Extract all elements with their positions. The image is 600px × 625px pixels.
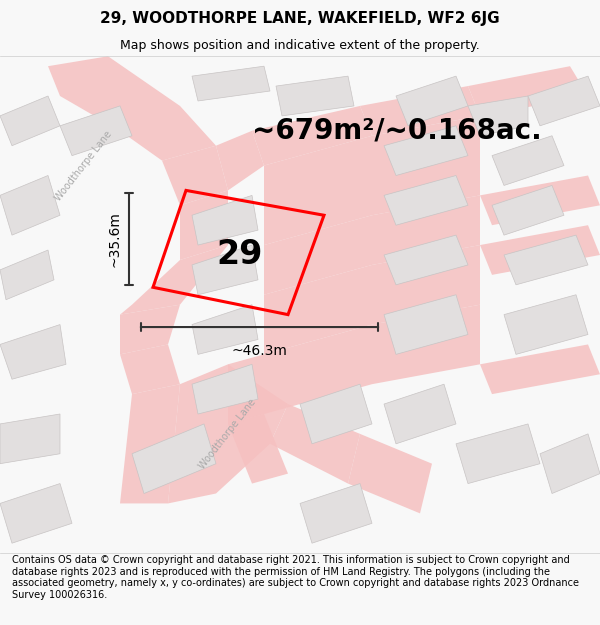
Polygon shape <box>540 434 600 494</box>
Polygon shape <box>264 215 372 295</box>
Polygon shape <box>120 384 180 504</box>
Polygon shape <box>264 136 372 245</box>
Polygon shape <box>192 364 258 414</box>
Polygon shape <box>492 136 564 186</box>
Text: Woodthorpe Lane: Woodthorpe Lane <box>53 129 115 202</box>
Polygon shape <box>120 304 180 354</box>
Polygon shape <box>348 434 432 513</box>
Text: ~46.3m: ~46.3m <box>232 344 287 358</box>
Polygon shape <box>192 66 270 101</box>
Polygon shape <box>384 295 468 354</box>
Polygon shape <box>468 96 528 136</box>
Polygon shape <box>216 131 264 191</box>
Polygon shape <box>372 116 480 215</box>
Polygon shape <box>60 106 132 156</box>
Polygon shape <box>228 354 264 424</box>
Text: Contains OS data © Crown copyright and database right 2021. This information is : Contains OS data © Crown copyright and d… <box>12 555 579 600</box>
Polygon shape <box>48 56 216 161</box>
Polygon shape <box>456 424 540 484</box>
Polygon shape <box>252 106 372 166</box>
Polygon shape <box>360 86 480 136</box>
Polygon shape <box>0 96 60 146</box>
Polygon shape <box>384 176 468 225</box>
Polygon shape <box>300 384 372 444</box>
Polygon shape <box>270 404 360 484</box>
Text: ~679m²/~0.168ac.: ~679m²/~0.168ac. <box>252 117 542 145</box>
Polygon shape <box>492 186 564 235</box>
Polygon shape <box>168 364 288 504</box>
Polygon shape <box>180 191 228 260</box>
Polygon shape <box>396 76 468 126</box>
Text: Map shows position and indicative extent of the property.: Map shows position and indicative extent… <box>120 39 480 52</box>
Polygon shape <box>504 295 588 354</box>
Text: ~35.6m: ~35.6m <box>108 211 122 267</box>
Polygon shape <box>264 324 372 414</box>
Polygon shape <box>372 245 480 324</box>
Polygon shape <box>480 176 600 225</box>
Polygon shape <box>372 304 480 384</box>
Polygon shape <box>192 196 258 245</box>
Polygon shape <box>480 344 600 394</box>
Polygon shape <box>300 484 372 543</box>
Polygon shape <box>192 304 258 354</box>
Polygon shape <box>0 176 60 235</box>
Polygon shape <box>384 384 456 444</box>
Polygon shape <box>132 424 216 494</box>
Polygon shape <box>384 235 468 285</box>
Text: 29, WOODTHORPE LANE, WAKEFIELD, WF2 6JG: 29, WOODTHORPE LANE, WAKEFIELD, WF2 6JG <box>100 11 500 26</box>
Polygon shape <box>468 66 588 116</box>
Polygon shape <box>264 265 372 354</box>
Polygon shape <box>528 76 600 126</box>
Text: Woodthorpe Lane: Woodthorpe Lane <box>197 397 259 471</box>
Polygon shape <box>192 245 258 295</box>
Polygon shape <box>372 196 480 265</box>
Polygon shape <box>162 146 228 205</box>
Polygon shape <box>0 324 66 379</box>
Polygon shape <box>480 225 600 275</box>
Polygon shape <box>0 484 72 543</box>
Polygon shape <box>276 76 354 116</box>
Text: 29: 29 <box>217 239 263 271</box>
Polygon shape <box>120 245 228 314</box>
Polygon shape <box>504 235 588 285</box>
Polygon shape <box>384 126 468 176</box>
Polygon shape <box>0 414 60 464</box>
Polygon shape <box>120 344 180 394</box>
Polygon shape <box>228 414 288 484</box>
Polygon shape <box>0 250 54 300</box>
